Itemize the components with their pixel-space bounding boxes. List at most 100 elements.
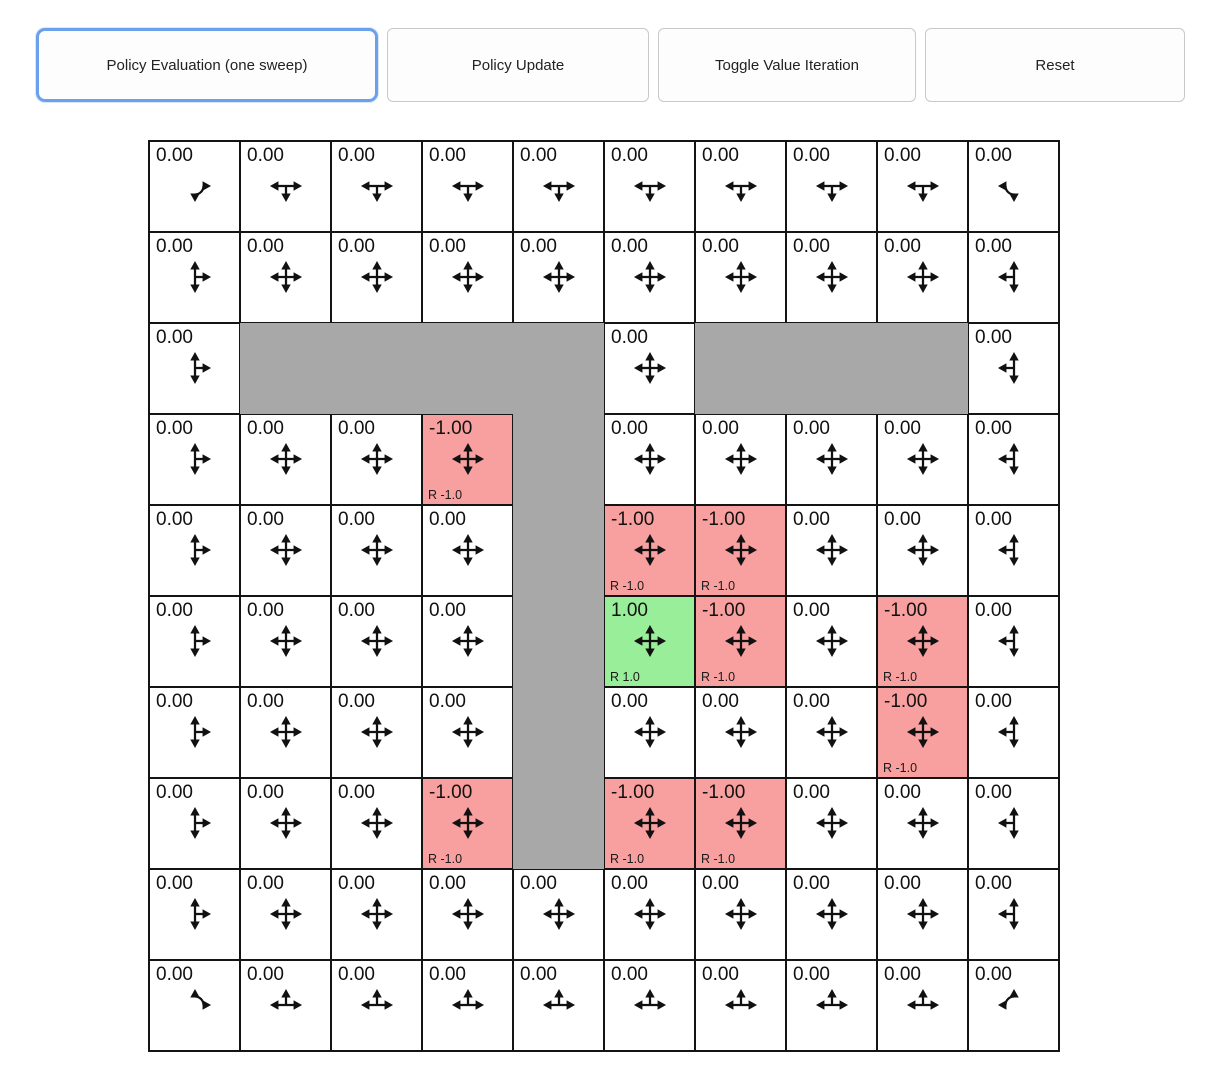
toggle-value-iteration-button[interactable]: Toggle Value Iteration — [658, 28, 916, 102]
grid-cell-r1c6[interactable]: 0.00 — [695, 232, 786, 323]
grid-cell-r7c9[interactable]: 0.00 — [968, 778, 1059, 869]
grid-cell-r9c3[interactable]: 0.00 — [422, 960, 513, 1051]
grid-cell-r4c5[interactable]: -1.00 R -1.0 — [604, 505, 695, 596]
grid-cell-r4c2[interactable]: 0.00 — [331, 505, 422, 596]
grid-cell-r6c6[interactable]: 0.00 — [695, 687, 786, 778]
grid-cell-r5c7[interactable]: 0.00 — [786, 596, 877, 687]
grid-cell-r5c0[interactable]: 0.00 — [149, 596, 240, 687]
grid-cell-r2c9[interactable]: 0.00 — [968, 323, 1059, 414]
grid-cell-r7c7[interactable]: 0.00 — [786, 778, 877, 869]
grid-cell-r2c7[interactable] — [786, 323, 877, 414]
grid-cell-r1c8[interactable]: 0.00 — [877, 232, 968, 323]
grid-cell-r7c0[interactable]: 0.00 — [149, 778, 240, 869]
grid-cell-r6c5[interactable]: 0.00 — [604, 687, 695, 778]
grid-cell-r8c0[interactable]: 0.00 — [149, 869, 240, 960]
grid-cell-r2c5[interactable]: 0.00 — [604, 323, 695, 414]
grid-cell-r0c8[interactable]: 0.00 — [877, 141, 968, 232]
grid-cell-r0c2[interactable]: 0.00 — [331, 141, 422, 232]
grid-cell-r1c3[interactable]: 0.00 — [422, 232, 513, 323]
grid-cell-r0c1[interactable]: 0.00 — [240, 141, 331, 232]
grid-cell-r0c3[interactable]: 0.00 — [422, 141, 513, 232]
grid-cell-r4c6[interactable]: -1.00 R -1.0 — [695, 505, 786, 596]
grid-cell-r1c1[interactable]: 0.00 — [240, 232, 331, 323]
grid-cell-r9c4[interactable]: 0.00 — [513, 960, 604, 1051]
grid-cell-r4c0[interactable]: 0.00 — [149, 505, 240, 596]
grid-cell-r8c8[interactable]: 0.00 — [877, 869, 968, 960]
grid-cell-r9c1[interactable]: 0.00 — [240, 960, 331, 1051]
grid-cell-r7c3[interactable]: -1.00 R -1.0 — [422, 778, 513, 869]
grid-cell-r1c7[interactable]: 0.00 — [786, 232, 877, 323]
grid-cell-r6c3[interactable]: 0.00 — [422, 687, 513, 778]
grid-cell-r3c4[interactable] — [513, 414, 604, 505]
grid-cell-r6c8[interactable]: -1.00 R -1.0 — [877, 687, 968, 778]
grid-cell-r5c9[interactable]: 0.00 — [968, 596, 1059, 687]
grid-cell-r5c4[interactable] — [513, 596, 604, 687]
grid-cell-r0c4[interactable]: 0.00 — [513, 141, 604, 232]
grid-cell-r1c4[interactable]: 0.00 — [513, 232, 604, 323]
grid-cell-r6c7[interactable]: 0.00 — [786, 687, 877, 778]
grid-cell-r2c2[interactable] — [331, 323, 422, 414]
grid-cell-r8c9[interactable]: 0.00 — [968, 869, 1059, 960]
grid-cell-r4c9[interactable]: 0.00 — [968, 505, 1059, 596]
grid-cell-r9c9[interactable]: 0.00 — [968, 960, 1059, 1051]
grid-cell-r7c2[interactable]: 0.00 — [331, 778, 422, 869]
grid-cell-r4c3[interactable]: 0.00 — [422, 505, 513, 596]
grid-cell-r2c1[interactable] — [240, 323, 331, 414]
grid-cell-r5c3[interactable]: 0.00 — [422, 596, 513, 687]
grid-cell-r2c3[interactable] — [422, 323, 513, 414]
grid-cell-r9c7[interactable]: 0.00 — [786, 960, 877, 1051]
policy-update-button[interactable]: Policy Update — [387, 28, 649, 102]
grid-cell-r3c7[interactable]: 0.00 — [786, 414, 877, 505]
grid-cell-r9c5[interactable]: 0.00 — [604, 960, 695, 1051]
grid-cell-r3c9[interactable]: 0.00 — [968, 414, 1059, 505]
reset-button[interactable]: Reset — [925, 28, 1185, 102]
grid-cell-r7c4[interactable] — [513, 778, 604, 869]
grid-cell-r9c8[interactable]: 0.00 — [877, 960, 968, 1051]
grid-cell-r6c1[interactable]: 0.00 — [240, 687, 331, 778]
grid-cell-r3c6[interactable]: 0.00 — [695, 414, 786, 505]
grid-cell-r3c0[interactable]: 0.00 — [149, 414, 240, 505]
grid-cell-r0c5[interactable]: 0.00 — [604, 141, 695, 232]
grid-cell-r1c0[interactable]: 0.00 — [149, 232, 240, 323]
grid-cell-r4c8[interactable]: 0.00 — [877, 505, 968, 596]
grid-cell-r5c8[interactable]: -1.00 R -1.0 — [877, 596, 968, 687]
grid-cell-r5c2[interactable]: 0.00 — [331, 596, 422, 687]
grid-cell-r2c6[interactable] — [695, 323, 786, 414]
grid-cell-r8c2[interactable]: 0.00 — [331, 869, 422, 960]
grid-cell-r3c3[interactable]: -1.00 R -1.0 — [422, 414, 513, 505]
grid-cell-r3c5[interactable]: 0.00 — [604, 414, 695, 505]
grid-cell-r7c1[interactable]: 0.00 — [240, 778, 331, 869]
grid-cell-r5c6[interactable]: -1.00 R -1.0 — [695, 596, 786, 687]
grid-cell-r2c4[interactable] — [513, 323, 604, 414]
grid-cell-r0c6[interactable]: 0.00 — [695, 141, 786, 232]
grid-cell-r8c6[interactable]: 0.00 — [695, 869, 786, 960]
grid-cell-r0c0[interactable]: 0.00 — [149, 141, 240, 232]
grid-cell-r1c2[interactable]: 0.00 — [331, 232, 422, 323]
grid-cell-r2c8[interactable] — [877, 323, 968, 414]
grid-cell-r8c7[interactable]: 0.00 — [786, 869, 877, 960]
grid-cell-r4c4[interactable] — [513, 505, 604, 596]
grid-cell-r5c5[interactable]: 1.00 R 1.0 — [604, 596, 695, 687]
grid-cell-r6c0[interactable]: 0.00 — [149, 687, 240, 778]
grid-cell-r6c9[interactable]: 0.00 — [968, 687, 1059, 778]
grid-cell-r3c8[interactable]: 0.00 — [877, 414, 968, 505]
grid-cell-r8c4[interactable]: 0.00 — [513, 869, 604, 960]
grid-cell-r0c9[interactable]: 0.00 — [968, 141, 1059, 232]
grid-cell-r3c2[interactable]: 0.00 — [331, 414, 422, 505]
grid-cell-r5c1[interactable]: 0.00 — [240, 596, 331, 687]
grid-cell-r2c0[interactable]: 0.00 — [149, 323, 240, 414]
grid-cell-r6c4[interactable] — [513, 687, 604, 778]
grid-cell-r8c3[interactable]: 0.00 — [422, 869, 513, 960]
grid-cell-r9c6[interactable]: 0.00 — [695, 960, 786, 1051]
grid-cell-r0c7[interactable]: 0.00 — [786, 141, 877, 232]
grid-cell-r9c2[interactable]: 0.00 — [331, 960, 422, 1051]
grid-cell-r1c9[interactable]: 0.00 — [968, 232, 1059, 323]
grid-cell-r6c2[interactable]: 0.00 — [331, 687, 422, 778]
grid-cell-r7c8[interactable]: 0.00 — [877, 778, 968, 869]
grid-cell-r7c5[interactable]: -1.00 R -1.0 — [604, 778, 695, 869]
grid-cell-r7c6[interactable]: -1.00 R -1.0 — [695, 778, 786, 869]
grid-cell-r8c5[interactable]: 0.00 — [604, 869, 695, 960]
policy-evaluation-button[interactable]: Policy Evaluation (one sweep) — [36, 28, 378, 102]
grid-cell-r4c1[interactable]: 0.00 — [240, 505, 331, 596]
grid-cell-r8c1[interactable]: 0.00 — [240, 869, 331, 960]
